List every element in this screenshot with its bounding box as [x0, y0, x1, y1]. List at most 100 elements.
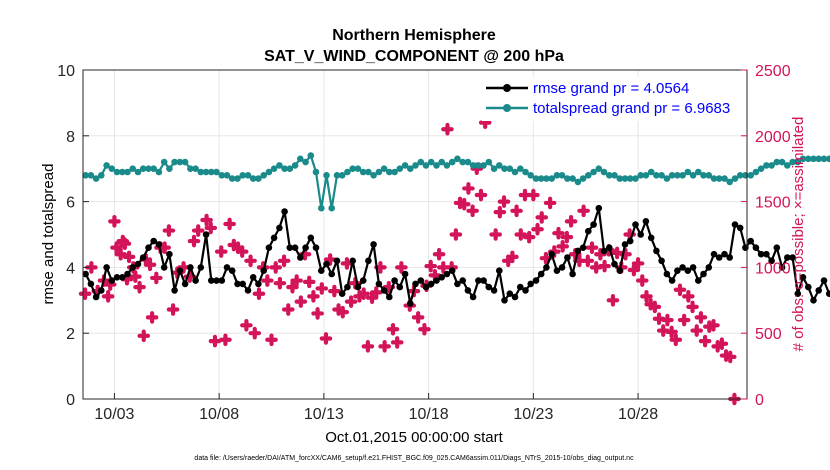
rmse-point	[98, 287, 105, 294]
obs-assimilated-marker	[265, 333, 278, 347]
obs-assimilated-marker	[411, 311, 425, 324]
spread-point	[113, 168, 121, 176]
obs-assimilated-marker	[418, 322, 431, 336]
rmse-point	[307, 234, 315, 242]
obs-assimilated-marker	[497, 195, 511, 208]
rmse-point	[276, 224, 283, 232]
y-left-tick-label: 4	[66, 260, 75, 277]
spread-point	[239, 172, 246, 179]
spread-point	[92, 175, 100, 182]
spread-point	[192, 165, 199, 172]
obs-assimilated-marker	[336, 305, 350, 319]
rmse-point	[312, 244, 320, 251]
obs-assimilated-marker	[535, 211, 549, 224]
rmse-point	[181, 280, 189, 288]
obs-assimilated-marker	[269, 261, 283, 274]
rmse-point	[349, 257, 357, 265]
obs-assimilated-marker	[129, 270, 142, 283]
y-axis-left: 0 2 4 6 8 10	[57, 63, 89, 409]
obs-assimilated-marker	[357, 287, 370, 301]
x-axis: 10/03 10/08 10/13 10/18 10/23 10/28	[94, 393, 658, 423]
spread-point	[228, 175, 236, 182]
spread-point	[715, 175, 723, 182]
rmse-point	[380, 287, 388, 294]
rmse-point	[218, 277, 226, 284]
rmse-point	[773, 244, 781, 251]
spread-point	[569, 175, 576, 182]
obs-assimilated-marker	[585, 241, 599, 254]
rmse-point	[710, 250, 718, 258]
spread-point	[532, 175, 540, 182]
spread-point	[448, 158, 456, 166]
obs-assimilated-marker	[669, 333, 683, 347]
rmse-point	[234, 280, 241, 288]
rmse-point	[517, 283, 524, 291]
y-left-tick-label: 2	[66, 326, 75, 343]
x-tick-label: 10/28	[618, 406, 658, 423]
obs-assimilated-marker	[432, 247, 446, 261]
rmse-point	[496, 267, 503, 275]
spread-point	[805, 155, 812, 163]
spread-point	[286, 165, 294, 172]
spread-point	[98, 172, 105, 179]
rmse-point	[689, 264, 697, 271]
spread-point	[265, 168, 273, 176]
obs-assimilated-marker	[248, 326, 262, 340]
rmse-point	[606, 244, 613, 251]
rmse-point	[621, 241, 629, 248]
spread-point	[752, 168, 760, 176]
rmse-point	[119, 274, 126, 281]
rmse-point	[611, 260, 618, 268]
obs-assimilated-marker	[244, 254, 257, 268]
spread-point	[527, 172, 534, 179]
obs-assimilated-marker	[311, 307, 324, 320]
rmse-point	[731, 221, 739, 228]
rmse-point	[249, 274, 257, 281]
rmse-point	[537, 270, 545, 278]
rmse-point	[171, 287, 178, 294]
obs-assimilated-marker	[564, 215, 578, 228]
obs-assimilated-marker	[577, 204, 590, 218]
legend-rmse-marker	[503, 84, 511, 92]
obs-assimilated-marker	[302, 275, 316, 289]
obs-assimilated-marker	[635, 274, 649, 287]
spread-point	[480, 162, 487, 169]
rmse-point	[134, 260, 142, 268]
rmse-point	[202, 231, 210, 238]
spread-point	[585, 172, 592, 179]
spread-point	[789, 158, 796, 166]
rmse-point	[176, 267, 184, 275]
obs-assimilated-marker	[682, 290, 695, 303]
rmse-point	[391, 277, 398, 284]
x-axis-label: Oct.01,2015 00:00:00 start	[325, 429, 503, 446]
spread-point	[176, 158, 184, 166]
obs-assimilated-marker	[694, 311, 708, 324]
y-left-tick-label: 10	[57, 63, 75, 80]
rmse-point	[705, 264, 713, 271]
spread-point	[621, 175, 629, 182]
spread-point	[773, 158, 781, 166]
spread-point	[731, 175, 739, 182]
obs-assimilated-marker	[162, 224, 176, 237]
rmse-point	[375, 280, 383, 288]
rmse-point	[747, 237, 754, 245]
spread-point	[155, 168, 163, 176]
spread-point	[380, 165, 388, 172]
rmse-point	[297, 254, 304, 261]
rmse-point	[103, 264, 110, 271]
rmse-point	[197, 264, 205, 271]
obs-assimilated-marker	[424, 259, 438, 273]
legend-rmse-label: rmse grand pr = 4.0564	[533, 80, 689, 97]
spread-point	[119, 168, 126, 176]
obs-assimilated-marker	[261, 274, 274, 287]
spread-point	[255, 175, 262, 182]
rmse-point	[590, 221, 597, 228]
y-right-tick-label: 1500	[755, 195, 791, 212]
spread-point	[464, 158, 472, 166]
obs-assimilated-marker	[240, 319, 253, 332]
obs-assimilated-marker	[552, 226, 565, 240]
obs-assimilated-marker	[723, 350, 737, 364]
rmse-point	[815, 287, 822, 294]
spread-point	[349, 165, 357, 172]
spread-point	[606, 172, 613, 179]
